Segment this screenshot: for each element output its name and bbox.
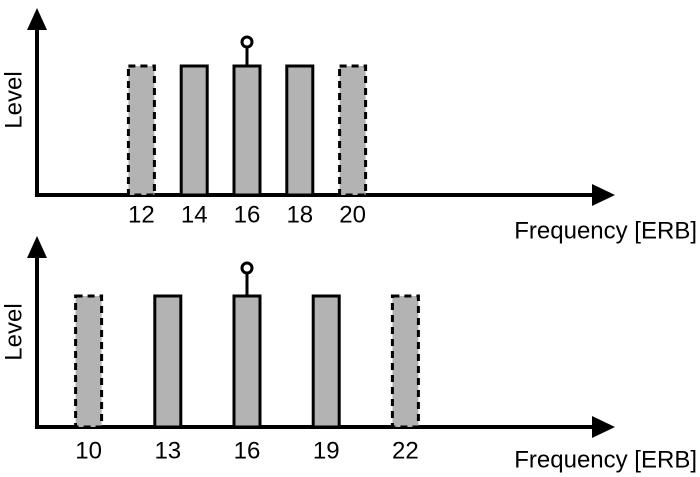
x-axis-label: Frequency [ERB]: [514, 217, 697, 244]
x-tick-label: 20: [339, 201, 366, 228]
bar: [232, 294, 262, 429]
bar: [153, 294, 183, 429]
bar: [285, 64, 315, 197]
bar: [126, 64, 156, 197]
x-tick-label: 12: [128, 201, 155, 228]
y-axis-arrow: [27, 236, 47, 258]
x-tick-label: 19: [313, 437, 340, 464]
x-tick-label: 14: [181, 201, 208, 228]
bar: [311, 294, 341, 429]
bar: [338, 64, 368, 197]
bar: [179, 64, 209, 197]
bar: [390, 294, 420, 429]
bar: [74, 294, 104, 429]
x-axis-arrow: [592, 184, 615, 206]
x-tick-label: 13: [154, 437, 181, 464]
bar: [232, 64, 262, 197]
y-axis-label: Level: [0, 303, 27, 360]
y-axis-label: Level: [0, 71, 27, 128]
x-tick-label: 10: [75, 437, 102, 464]
x-axis-arrow: [592, 416, 615, 438]
x-tick-label: 18: [286, 201, 313, 228]
probe-marker: [240, 35, 254, 49]
probe-marker: [240, 261, 254, 275]
x-tick-label: 16: [234, 201, 261, 228]
x-tick-label: 22: [392, 437, 419, 464]
x-tick-label: 16: [234, 437, 261, 464]
x-axis-label: Frequency [ERB]: [514, 446, 697, 473]
y-axis-arrow: [27, 8, 47, 30]
